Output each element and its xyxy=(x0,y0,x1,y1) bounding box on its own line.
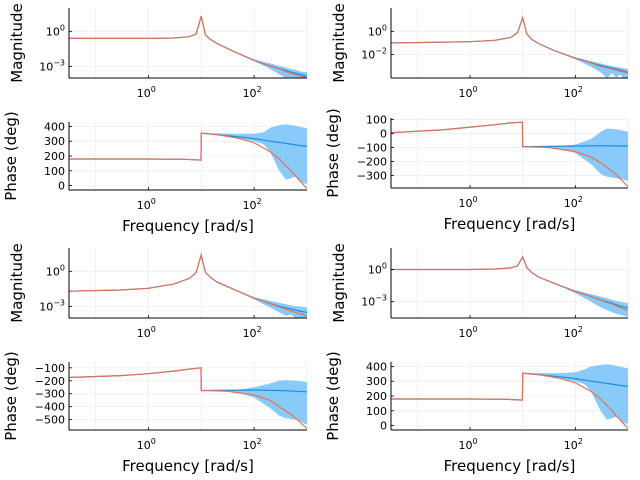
y-axis-label: Magnitude xyxy=(330,243,348,322)
y-tick-label: 10−2 xyxy=(361,47,387,62)
y-tick-label: −500 xyxy=(35,414,65,427)
y-axis-label: Phase (deg) xyxy=(2,111,20,201)
y-tick-label: 100 xyxy=(366,113,387,126)
x-tick-label: 102 xyxy=(564,195,583,210)
x-tick-label: 102 xyxy=(243,197,262,212)
x-axis-label: Frequency [rad/s] xyxy=(122,217,254,235)
panel-p31: 100 102 100 10−3 Magnitude xyxy=(8,243,308,340)
y-tick-label: 300 xyxy=(44,135,65,148)
series-line-true xyxy=(69,252,307,317)
plot-area xyxy=(391,255,628,317)
y-axis-label: Phase (deg) xyxy=(2,351,20,441)
x-tick-label: 100 xyxy=(137,85,156,100)
x-tick-label: 100 xyxy=(137,325,156,340)
y-tick-label: 400 xyxy=(44,120,65,133)
uncertainty-band xyxy=(554,283,628,317)
x-tick-label: 100 xyxy=(137,197,156,212)
x-tick-label: 102 xyxy=(243,437,262,452)
y-tick-label: −100 xyxy=(357,141,387,154)
panel-p12: 100 102 100 10−2 Magnitude xyxy=(330,3,629,100)
y-tick-label: −400 xyxy=(35,401,65,414)
series-line-true xyxy=(391,372,628,429)
uncertainty-band xyxy=(201,124,307,185)
x-tick-label: 100 xyxy=(458,195,477,210)
x-tick-label: 102 xyxy=(243,325,262,340)
y-tick-label: 0 xyxy=(380,127,387,140)
y-tick-label: 100 xyxy=(44,165,65,178)
plot-area xyxy=(69,16,307,78)
y-tick-label: 400 xyxy=(366,360,387,373)
y-axis-label: Magnitude xyxy=(8,243,26,322)
x-tick-label: 100 xyxy=(458,437,477,452)
y-axis-label: Phase (deg) xyxy=(324,108,342,198)
y-tick-label: −300 xyxy=(357,169,387,182)
y-tick-label: 100 xyxy=(368,23,387,38)
x-tick-label: 102 xyxy=(564,437,583,452)
x-tick-label: 102 xyxy=(564,325,583,340)
y-tick-label: 0 xyxy=(58,180,65,193)
x-tick-label: 100 xyxy=(137,437,156,452)
y-tick-label: −100 xyxy=(35,362,65,375)
y-tick-label: −200 xyxy=(35,375,65,388)
y-tick-label: −200 xyxy=(357,155,387,168)
plot-area xyxy=(391,364,628,429)
x-axis-label: Frequency [rad/s] xyxy=(122,457,254,475)
y-tick-label: 300 xyxy=(366,375,387,388)
plot-area xyxy=(69,124,307,189)
series-line-true xyxy=(391,15,628,74)
y-tick-label: 0 xyxy=(380,420,387,433)
plot-area xyxy=(69,367,307,430)
panel-p32: 100 102 100 10−3 Magnitude xyxy=(330,243,629,340)
plot-area xyxy=(391,121,628,188)
uncertainty-band xyxy=(233,51,307,78)
y-axis-label: Magnitude xyxy=(330,3,348,82)
y-tick-label: 10−3 xyxy=(39,298,65,313)
plot-area xyxy=(69,252,307,318)
panel-p21: 100 102 400 300 200 100 0 Phase (deg) Frequency … xyxy=(2,111,308,235)
y-tick-label: 10−3 xyxy=(361,294,387,309)
y-tick-label: 100 xyxy=(46,23,65,38)
series-line-true xyxy=(69,367,307,430)
y-tick-label: 200 xyxy=(366,390,387,403)
series-line-true xyxy=(69,16,307,78)
series-line-true xyxy=(69,132,307,189)
panel-p11: 100 102 100 10−3 Magnitude xyxy=(8,3,308,100)
x-tick-label: 102 xyxy=(564,85,583,100)
x-axis-label: Frequency [rad/s] xyxy=(444,215,576,233)
y-tick-label: 200 xyxy=(44,150,65,163)
y-tick-label: 100 xyxy=(366,405,387,418)
panel-p41: 100 102 −100−200−300−400−500 Phase (deg) Fre… xyxy=(2,351,308,475)
series-line-true xyxy=(391,255,628,312)
x-tick-label: 102 xyxy=(243,85,262,100)
plot-area xyxy=(391,15,628,78)
y-axis-label: Magnitude xyxy=(8,3,26,82)
y-tick-label: −300 xyxy=(35,388,65,401)
x-axis-label: Frequency [rad/s] xyxy=(444,457,576,475)
y-tick-label: 100 xyxy=(46,263,65,278)
uncertainty-band xyxy=(522,364,628,425)
y-tick-label: 10−3 xyxy=(39,58,65,73)
y-tick-label: 100 xyxy=(368,261,387,276)
uncertainty-band xyxy=(522,128,628,181)
series-line-true xyxy=(391,121,628,188)
y-axis-label: Phase (deg) xyxy=(324,351,342,441)
x-tick-label: 100 xyxy=(458,85,477,100)
panel-p42: 100 102 400 300 200 100 0 Phase (deg) Frequency … xyxy=(324,351,629,475)
x-tick-label: 100 xyxy=(458,325,477,340)
